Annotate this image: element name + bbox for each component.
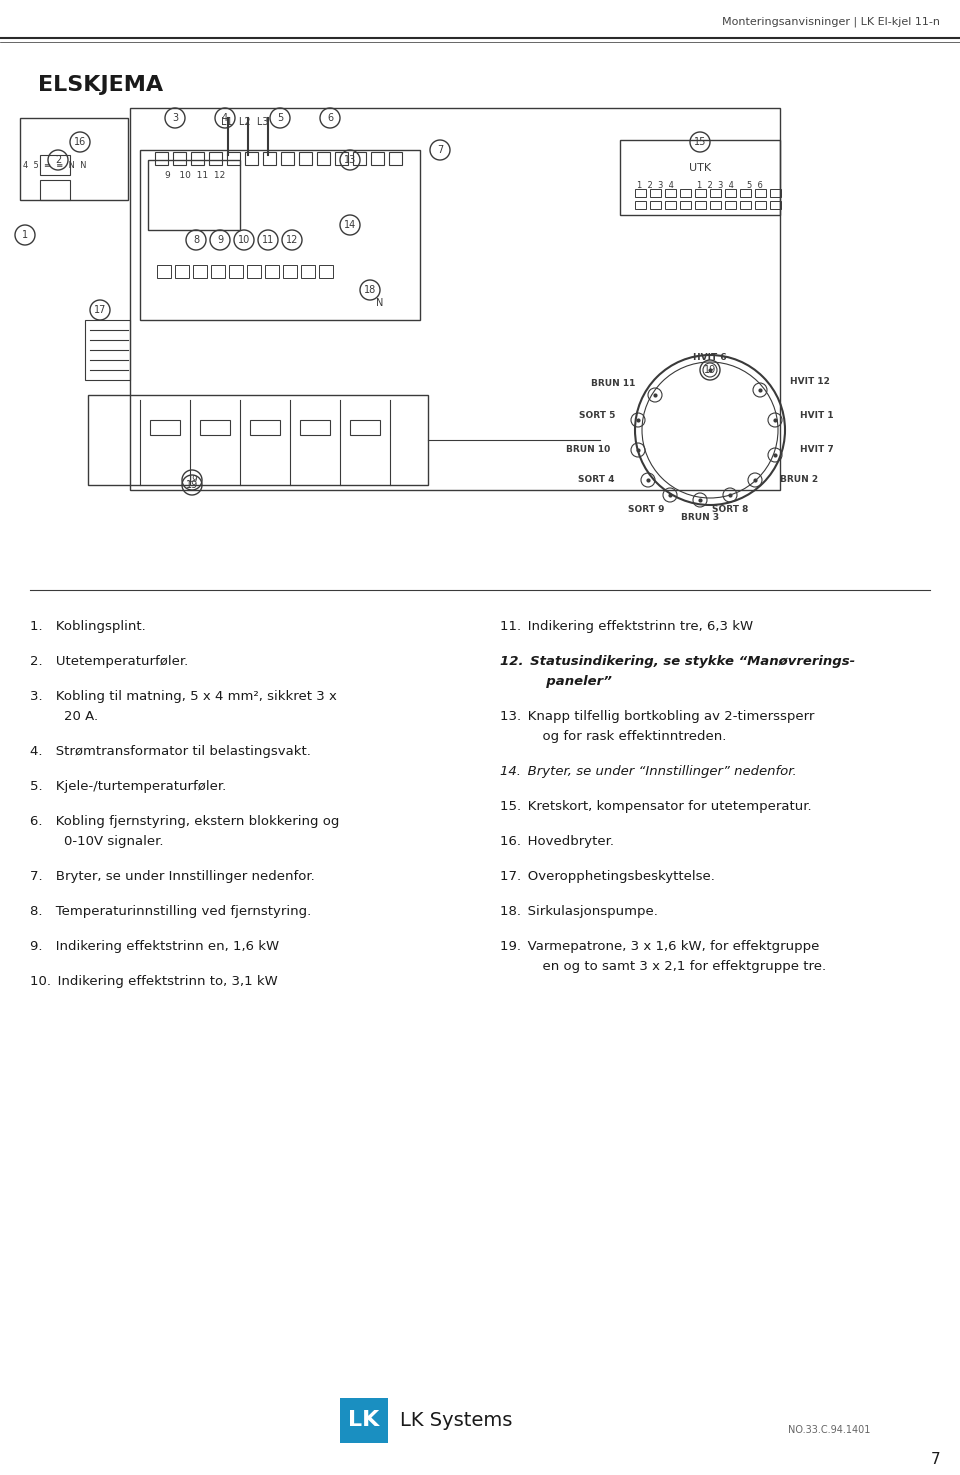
Text: NO.33.C.94.1401: NO.33.C.94.1401 [787,1425,870,1435]
Text: 11. Indikering effektstrinn tre, 6,3 kW: 11. Indikering effektstrinn tre, 6,3 kW [500,620,754,633]
Text: 6: 6 [327,114,333,122]
Text: 5. Kjele-/turtemperaturføler.: 5. Kjele-/turtemperaturføler. [30,780,227,794]
Text: SORT 9: SORT 9 [629,506,665,515]
Text: 12: 12 [286,235,299,245]
Text: 5: 5 [276,114,283,122]
Text: 17. Overopphetingsbeskyttelse.: 17. Overopphetingsbeskyttelse. [500,870,715,884]
Text: 17: 17 [94,305,107,316]
Text: 8. Temperaturinnstilling ved fjernstyring.: 8. Temperaturinnstilling ved fjernstyrin… [30,906,311,917]
Text: BRUN 3: BRUN 3 [681,513,719,522]
Text: en og to samt 3 x 2,1 for effektgruppe tre.: en og to samt 3 x 2,1 for effektgruppe t… [500,960,827,974]
FancyBboxPatch shape [340,1398,388,1443]
Text: 14. Bryter, se under “Innstillinger” nedenfor.: 14. Bryter, se under “Innstillinger” ned… [500,766,797,777]
Text: BRUN 2: BRUN 2 [780,475,818,484]
Text: 19: 19 [704,364,716,375]
Text: 4. Strømtransformator til belastingsvakt.: 4. Strømtransformator til belastingsvakt… [30,745,311,758]
Text: 4  5  ≡  ≡  N  N: 4 5 ≡ ≡ N N [23,161,86,170]
Text: 2: 2 [55,155,61,165]
Text: paneler”: paneler” [500,676,612,687]
Text: BRUN 10: BRUN 10 [565,445,610,454]
Text: 13: 13 [344,155,356,165]
Text: 1  2  3  4: 1 2 3 4 [636,180,673,189]
Text: SORT 4: SORT 4 [579,475,615,484]
Text: 9: 9 [217,235,223,245]
Text: 6. Kobling fjernstyring, ekstern blokkering og: 6. Kobling fjernstyring, ekstern blokker… [30,816,340,827]
Text: 16. Hovedbryter.: 16. Hovedbryter. [500,835,614,848]
Text: LK Systems: LK Systems [400,1410,513,1429]
Text: 7. Bryter, se under Innstillinger nedenfor.: 7. Bryter, se under Innstillinger nedenf… [30,870,315,884]
Text: 16: 16 [74,137,86,148]
Text: SORT 5: SORT 5 [579,410,615,419]
Text: 0-10V signaler.: 0-10V signaler. [30,835,163,848]
Text: UTK: UTK [689,164,711,173]
Text: 15. Kretskort, kompensator for utetemperatur.: 15. Kretskort, kompensator for utetemper… [500,799,811,813]
Text: Monteringsanvisninger | LK El-kjel 11-n: Monteringsanvisninger | LK El-kjel 11-n [722,16,940,27]
Text: 9. Indikering effektstrinn en, 1,6 kW: 9. Indikering effektstrinn en, 1,6 kW [30,940,279,953]
Text: 8: 8 [193,235,199,245]
Text: 15: 15 [694,137,707,148]
Text: LK: LK [348,1410,379,1429]
Text: 3: 3 [172,114,178,122]
Text: ELSKJEMA: ELSKJEMA [38,75,163,94]
Text: 4: 4 [222,114,228,122]
Text: SORT 8: SORT 8 [711,506,748,515]
Text: 1  2  3  4: 1 2 3 4 [697,180,733,189]
Text: 1. Koblingsplint.: 1. Koblingsplint. [30,620,146,633]
Text: HVIT 12: HVIT 12 [790,378,829,386]
Text: N: N [376,298,384,308]
Text: 14: 14 [344,220,356,230]
Text: 11: 11 [262,235,275,245]
Text: HVIT 6: HVIT 6 [693,354,727,363]
Text: 7: 7 [437,145,444,155]
Text: 5  6: 5 6 [747,180,763,189]
Text: HVIT 1: HVIT 1 [800,410,833,419]
Text: 9   10  11  12: 9 10 11 12 [165,171,226,180]
Text: BRUN 11: BRUN 11 [590,379,635,388]
Text: 13. Knapp tilfellig bortkobling av 2-timerssperr: 13. Knapp tilfellig bortkobling av 2-tim… [500,709,814,723]
Text: og for rask effektinntreden.: og for rask effektinntreden. [500,730,727,743]
Text: 20 A.: 20 A. [30,709,98,723]
Text: 3. Kobling til matning, 5 x 4 mm², sikkret 3 x: 3. Kobling til matning, 5 x 4 mm², sikkr… [30,690,337,704]
Text: 10. Indikering effektstrinn to, 3,1 kW: 10. Indikering effektstrinn to, 3,1 kW [30,975,277,988]
Text: 19: 19 [187,475,197,484]
Text: 18. Sirkulasjonspumpe.: 18. Sirkulasjonspumpe. [500,906,658,917]
Text: 19: 19 [186,479,198,490]
Text: HVIT 7: HVIT 7 [800,445,833,454]
Text: 1: 1 [22,230,28,240]
Text: 19. Varmepatrone, 3 x 1,6 kW, for effektgruppe: 19. Varmepatrone, 3 x 1,6 kW, for effekt… [500,940,820,953]
Text: 18: 18 [364,285,376,295]
Text: 12. Statusindikering, se stykke “Manøvrerings-: 12. Statusindikering, se stykke “Manøvre… [500,655,855,668]
Text: 2. Utetemperaturføler.: 2. Utetemperaturføler. [30,655,188,668]
Text: 10: 10 [238,235,251,245]
Text: 7: 7 [930,1453,940,1468]
Text: L1  L2  L3: L1 L2 L3 [221,117,269,127]
